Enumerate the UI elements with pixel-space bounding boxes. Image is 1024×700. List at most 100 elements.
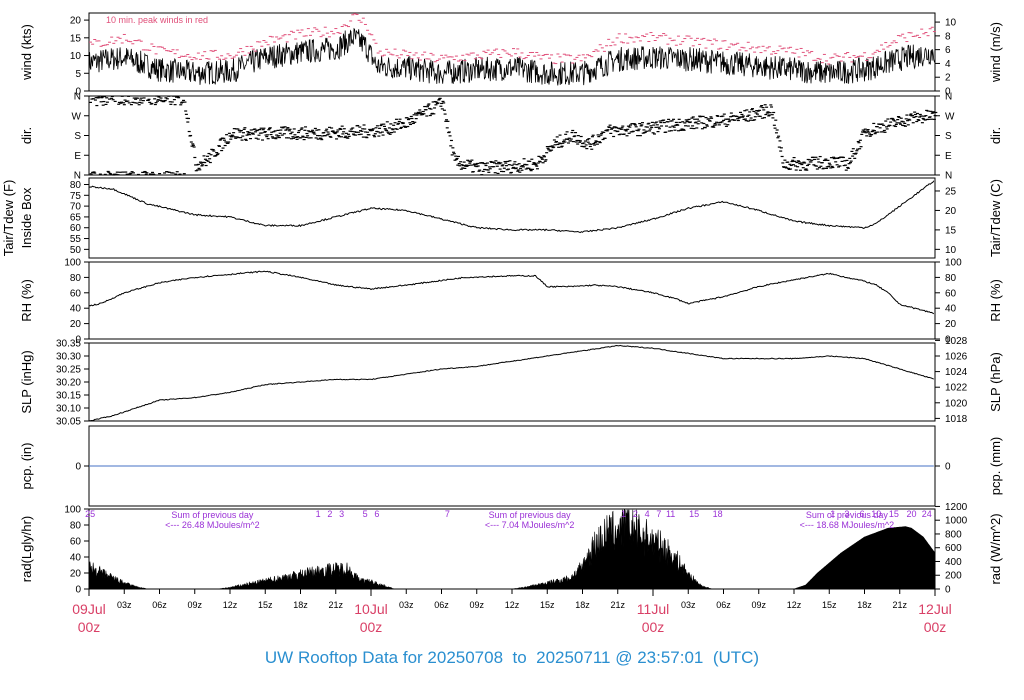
- wind-left-axis-label: wind (kts): [19, 24, 34, 81]
- pcp-right-axis-label: pcp. (mm): [988, 437, 1003, 496]
- x-tick-label: 03z: [399, 600, 414, 610]
- rh-left-tick-label: 60: [70, 288, 82, 299]
- temp-frame: [88, 177, 936, 259]
- x-tick-label: 21z: [328, 600, 343, 610]
- x-tick-label: 12z: [223, 600, 238, 610]
- rh-right-tick-label: 0: [945, 335, 951, 346]
- temp-right-tick-label: 20: [945, 206, 957, 217]
- rad-hour-marker: 15: [689, 509, 699, 519]
- rh-right-tick-label: 100: [945, 258, 962, 269]
- dir-panel: [84, 95, 940, 176]
- wind-right-tick-label: 0: [945, 87, 951, 98]
- rad-daily-sum-annotation: <--- 18.68 MJoules/m^2: [800, 520, 895, 530]
- slp-left-tick-label: 30.35: [56, 339, 81, 350]
- wind-left-tick-label: 0: [75, 87, 81, 98]
- slp-left-tick-label: 30.30: [56, 352, 81, 363]
- temp-panel: [84, 177, 940, 259]
- rad-right-tick-label: 400: [945, 557, 962, 568]
- slp-right-tick-label: 1018: [945, 414, 968, 425]
- slp-panel: [84, 339, 940, 422]
- temp-left-tick-label: 60: [70, 223, 82, 234]
- slp-left-axis-label: SLP (inHg): [19, 350, 34, 413]
- x-hour-label: 00z: [924, 619, 947, 635]
- rad-daily-sum-annotation: <--- 26.48 MJoules/m^2: [165, 520, 260, 530]
- x-day-label: 12Jul: [918, 601, 951, 617]
- dir-left-tick-label: W: [72, 111, 82, 122]
- x-tick-label: 06z: [716, 600, 731, 610]
- slp-left-tick-label: 30.20: [56, 378, 81, 389]
- x-tick-label: 12z: [787, 600, 802, 610]
- wind-speed-line: [88, 27, 936, 86]
- temp-right-tick-label: 15: [945, 225, 957, 236]
- rad-hour-marker: 25: [85, 509, 95, 519]
- wind-right-axis-label: wind (m/s): [988, 22, 1003, 83]
- dir-right-tick-label: N: [945, 171, 952, 182]
- dir-left-axis-label: dir.: [19, 127, 34, 144]
- rad-hour-marker: 7: [445, 509, 450, 519]
- dir-right-axis-label: dir.: [988, 127, 1003, 144]
- x-tick-label: 09z: [469, 600, 484, 610]
- rad-right-tick-label: 200: [945, 571, 962, 582]
- rh-right-tick-label: 80: [945, 273, 957, 284]
- rad-hour-marker: 3: [844, 509, 849, 519]
- slp-left-tick-label: 30.05: [56, 417, 81, 428]
- x-tick-label: 09z: [751, 600, 766, 610]
- slp-right-tick-label: 1026: [945, 352, 968, 363]
- temp-left-tick-label: 70: [70, 202, 82, 213]
- temp-outer-axis-label: Tair/Tdew (F): [1, 180, 16, 257]
- rh-left-tick-label: 100: [64, 258, 81, 269]
- wind-peak-annotation: 10 min. peak winds in red: [106, 15, 208, 25]
- x-tick-label: 18z: [857, 600, 872, 610]
- temp-left-tick-label: 55: [70, 234, 82, 245]
- rad-right-axis-label: rad (W/m^2): [988, 513, 1003, 584]
- pcp-left-axis-label: pcp. (in): [19, 443, 34, 490]
- temp-left-tick-label: 75: [70, 191, 82, 202]
- dir-left-tick-label: N: [74, 92, 81, 103]
- x-tick-label: 03z: [681, 600, 696, 610]
- rad-daily-sum-annotation: Sum of previous day: [171, 510, 254, 520]
- temp-left-tick-label: 65: [70, 212, 82, 223]
- slp-right-tick-label: 1022: [945, 383, 968, 394]
- rh-panel: [84, 261, 940, 340]
- x-tick-label: 06z: [152, 600, 167, 610]
- rh-right-tick-label: 60: [945, 288, 957, 299]
- rad-hour-marker: 1: [621, 509, 626, 519]
- rh-left-tick-label: 20: [70, 319, 82, 330]
- rad-daily-sum-annotation: <--- 7.04 MJoules/m^2: [485, 520, 575, 530]
- rh-left-tick-label: 40: [70, 304, 82, 315]
- x-tick-label: 12z: [505, 600, 520, 610]
- wind-right-tick-label: 4: [945, 59, 951, 70]
- chart-caption: UW Rooftop Data for 20250708 to 20250711…: [264, 648, 760, 667]
- rad-hour-marker: 24: [922, 509, 932, 519]
- x-day-label: 10Jul: [354, 601, 387, 617]
- rh-right-tick-label: 40: [945, 304, 957, 315]
- rad-hour-marker: 7: [656, 509, 661, 519]
- rad-hour-marker: 15: [889, 509, 899, 519]
- x-tick-label: 03z: [117, 600, 132, 610]
- rh-line: [88, 270, 935, 315]
- x-tick-label: 21z: [610, 600, 625, 610]
- slp-left-tick-label: 30.15: [56, 391, 81, 402]
- x-hour-label: 00z: [78, 619, 101, 635]
- temp-right-tick-label: 25: [945, 186, 957, 197]
- slp-left-tick-label: 30.10: [56, 404, 81, 415]
- wind-right-tick-label: 6: [945, 45, 951, 56]
- rh-left-axis-label: RH (%): [19, 279, 34, 322]
- wind-left-tick-label: 10: [70, 51, 82, 62]
- rh-right-axis-label: RH (%): [988, 279, 1003, 322]
- dir-left-tick-label: N: [74, 171, 81, 182]
- x-tick-label: 15z: [540, 600, 555, 610]
- dir-left-tick-label: E: [74, 151, 81, 162]
- x-hour-label: 00z: [642, 619, 665, 635]
- rad-hour-marker: 5: [363, 509, 368, 519]
- slp-right-tick-label: 1020: [945, 398, 968, 409]
- rad-left-tick-label: 40: [70, 553, 82, 564]
- pcp-panel: [84, 425, 940, 507]
- rh-left-tick-label: 80: [70, 273, 82, 284]
- temp-right-axis-label: Tair/Tdew (C): [988, 179, 1003, 257]
- x-tick-label: 21z: [892, 600, 907, 610]
- rh-left-tick-label: 0: [75, 335, 81, 346]
- slp-right-tick-label: 1024: [945, 367, 968, 378]
- rad-left-tick-label: 60: [70, 537, 82, 548]
- rad-hour-marker: 20: [906, 509, 916, 519]
